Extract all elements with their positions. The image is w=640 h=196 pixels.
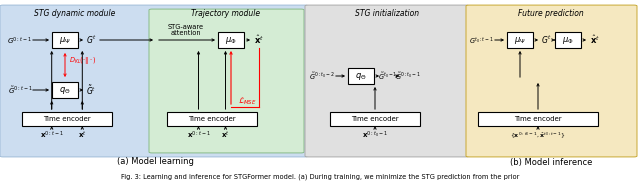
Text: $\hat{\mathbf{x}}^t$: $\hat{\mathbf{x}}^t$ bbox=[590, 34, 600, 46]
Bar bbox=[52, 32, 78, 48]
Text: $\mu_\Psi$: $\mu_\Psi$ bbox=[59, 34, 71, 45]
Text: Time encoder: Time encoder bbox=[351, 116, 399, 122]
Text: $\mathbf{x}^{0:t_0-1}$: $\mathbf{x}^{0:t_0-1}$ bbox=[362, 130, 388, 141]
Text: attention: attention bbox=[171, 30, 202, 36]
Bar bbox=[52, 82, 78, 98]
Text: $\mathcal{L}_{MSE}$: $\mathcal{L}_{MSE}$ bbox=[237, 95, 257, 107]
FancyBboxPatch shape bbox=[305, 5, 469, 157]
Text: Future prediction: Future prediction bbox=[518, 9, 584, 18]
Text: $\mathbf{x}^{t}$: $\mathbf{x}^{t}$ bbox=[221, 130, 230, 141]
Text: Fig. 3: Learning and inference for STGFormer model. (a) During training, we mini: Fig. 3: Learning and inference for STGFo… bbox=[121, 174, 519, 180]
Text: (b) Model inference: (b) Model inference bbox=[510, 158, 592, 166]
Bar bbox=[507, 32, 533, 48]
FancyBboxPatch shape bbox=[466, 5, 637, 157]
Text: STG initialization: STG initialization bbox=[355, 9, 419, 18]
Text: STG-aware: STG-aware bbox=[168, 24, 204, 30]
Text: $G^{t_0:t-1}$: $G^{t_0:t-1}$ bbox=[470, 34, 495, 45]
Text: $\mu_\Psi$: $\mu_\Psi$ bbox=[514, 34, 526, 45]
Text: $D_{KL}(\cdot\|\cdot)$: $D_{KL}(\cdot\|\cdot)$ bbox=[69, 54, 97, 65]
Text: $\tilde{G}^{0:t-1}$: $\tilde{G}^{0:t-1}$ bbox=[8, 84, 33, 96]
FancyBboxPatch shape bbox=[0, 5, 308, 157]
Bar bbox=[348, 68, 374, 84]
Text: Time encoder: Time encoder bbox=[188, 116, 236, 122]
Text: $G^t$: $G^t$ bbox=[86, 34, 97, 46]
Text: $\mu_\Phi$: $\mu_\Phi$ bbox=[225, 34, 237, 45]
Text: $q_\Theta$: $q_\Theta$ bbox=[59, 84, 71, 95]
Bar bbox=[167, 112, 257, 126]
Text: Time encoder: Time encoder bbox=[514, 116, 562, 122]
Text: $\{\mathbf{x}^{0:t_0-1}, \hat{\mathbf{x}}^{t_0:t-1}\}$: $\{\mathbf{x}^{0:t_0-1}, \hat{\mathbf{x}… bbox=[510, 130, 566, 140]
Text: $\tilde{G}^{0:t_0-2}$: $\tilde{G}^{0:t_0-2}$ bbox=[309, 70, 335, 82]
Bar bbox=[478, 112, 598, 126]
Text: $\hat{\mathbf{x}}^t$: $\hat{\mathbf{x}}^t$ bbox=[254, 34, 264, 46]
Bar bbox=[330, 112, 420, 126]
Text: $q_\Theta$: $q_\Theta$ bbox=[355, 71, 367, 82]
Text: $\tilde{G}^t$: $\tilde{G}^t$ bbox=[86, 83, 96, 97]
Text: Time encoder: Time encoder bbox=[43, 116, 91, 122]
Text: $\mu_\Phi$: $\mu_\Phi$ bbox=[562, 34, 574, 45]
Text: $\mathbf{x}^{0:t-1}$: $\mathbf{x}^{0:t-1}$ bbox=[40, 130, 63, 141]
Bar bbox=[22, 112, 112, 126]
Text: $G^{0:t-1}$: $G^{0:t-1}$ bbox=[8, 34, 33, 45]
Text: $G^t$: $G^t$ bbox=[541, 34, 552, 46]
Text: $\tilde{G}^{t_0-1}$: $\tilde{G}^{t_0-1}$ bbox=[378, 70, 397, 82]
Text: (a) Model learning: (a) Model learning bbox=[116, 158, 193, 166]
Bar bbox=[218, 32, 244, 48]
FancyBboxPatch shape bbox=[149, 9, 304, 153]
Text: Trajectory module: Trajectory module bbox=[191, 9, 260, 18]
Bar bbox=[555, 32, 581, 48]
Text: STG dynamic module: STG dynamic module bbox=[35, 9, 116, 18]
Text: $\tilde{G}^{0:t_0-1}$: $\tilde{G}^{0:t_0-1}$ bbox=[395, 70, 421, 82]
Text: $\mathbf{x}^{0:t-1}$: $\mathbf{x}^{0:t-1}$ bbox=[187, 130, 211, 141]
Text: $\mathbf{x}^{t}$: $\mathbf{x}^{t}$ bbox=[78, 130, 86, 141]
